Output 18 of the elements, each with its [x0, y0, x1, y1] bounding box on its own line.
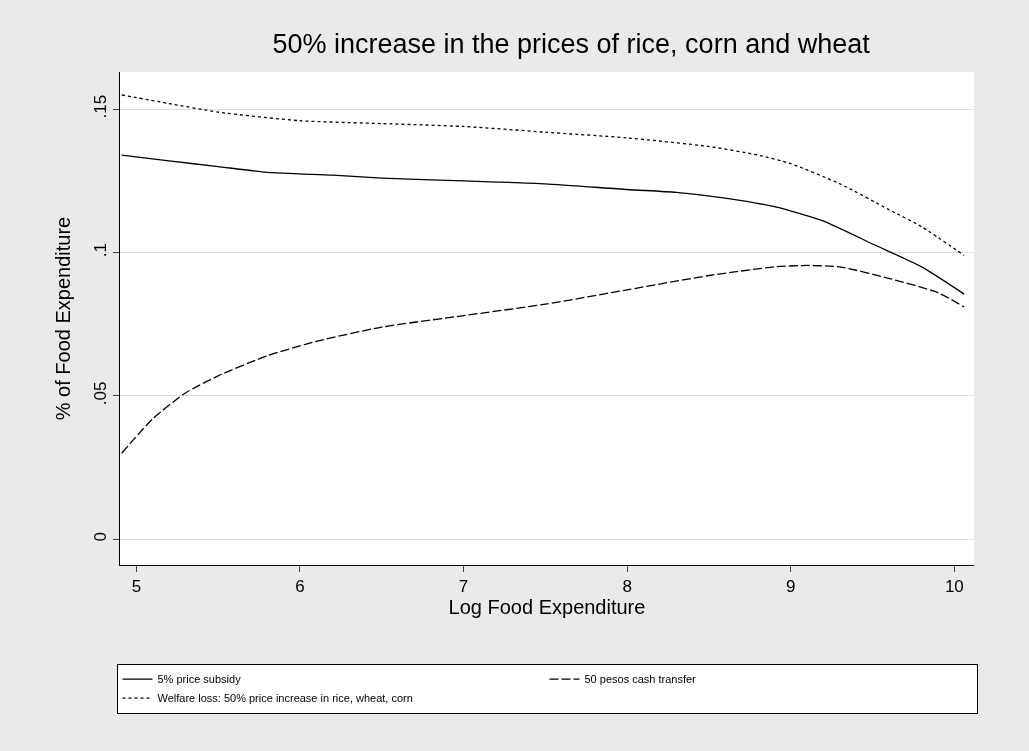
y-axis-title: % of Food Expenditure [52, 216, 74, 421]
chart-title: 50% increase in the prices of rice, corn and wheat [272, 28, 871, 59]
legend-label: 50 pesos cash transfer [584, 673, 697, 686]
legend-label: Welfare loss: 50% price increase in rice, wheat, corn [157, 692, 413, 705]
y-tick-label: .15 [91, 94, 111, 119]
y-tick-label: .05 [91, 381, 111, 406]
legend-label: 5% price subsidy [157, 673, 242, 686]
y-tick-label: .1 [91, 242, 111, 258]
x-tick-label: 6 [295, 577, 305, 597]
x-tick-label: 7 [458, 577, 469, 597]
y-tick-label: 0 [91, 531, 111, 542]
x-axis-title: Log Food Expenditure [448, 596, 646, 619]
x-tick-label: 8 [622, 577, 632, 597]
x-tick-label: 10 [944, 577, 964, 597]
x-tick-label: 5 [131, 577, 142, 597]
x-tick-label: 9 [786, 577, 796, 597]
line-series [120, 154, 965, 295]
line-series [120, 94, 965, 257]
